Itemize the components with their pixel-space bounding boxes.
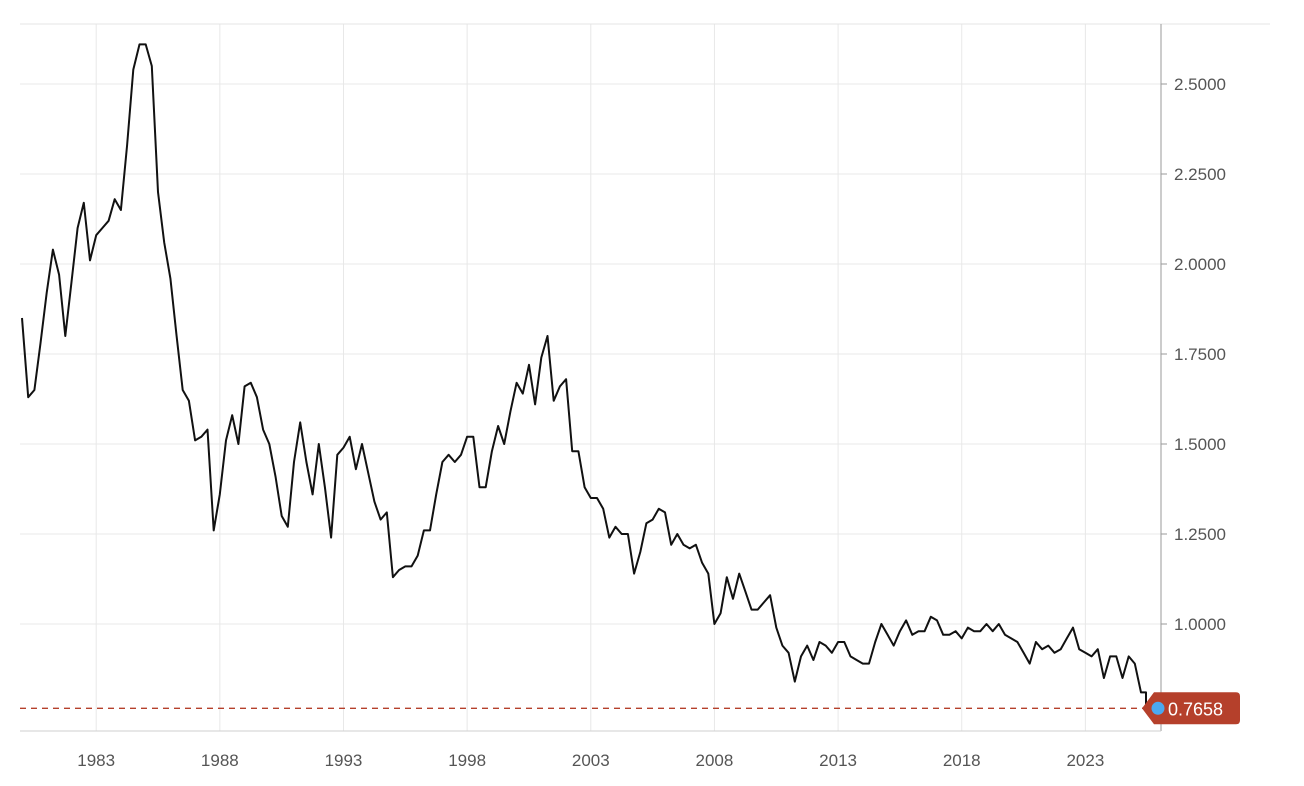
x-tick-label: 2003 <box>572 751 610 770</box>
y-tick-label: 1.0000 <box>1174 615 1226 634</box>
x-tick-label: 2013 <box>819 751 857 770</box>
last-value-dot <box>1151 701 1165 715</box>
horizontal-gridlines <box>20 83 1167 625</box>
x-tick-label: 2018 <box>943 751 981 770</box>
vertical-gridlines <box>95 24 1086 731</box>
y-tick-label: 2.0000 <box>1174 255 1226 274</box>
y-tick-label: 1.7500 <box>1174 345 1226 364</box>
y-tick-label: 1.5000 <box>1174 435 1226 454</box>
last-value-badge: 0.7658 <box>1142 692 1240 725</box>
x-tick-label: 2023 <box>1066 751 1104 770</box>
x-tick-label: 1993 <box>325 751 363 770</box>
x-tick-label: 1998 <box>448 751 486 770</box>
x-tick-label: 2008 <box>696 751 734 770</box>
last-value-label: 0.7658 <box>1168 699 1223 719</box>
y-tick-label: 2.2500 <box>1174 165 1226 184</box>
x-axis-tick-labels: 1983 1988 1993 1998 2003 2008 2013 2018 2023 <box>77 751 1104 770</box>
data-points <box>22 44 1146 696</box>
y-axis-tick-labels: 1.0000 1.2500 1.5000 1.7500 2.0000 2.2500 2.50… <box>1174 75 1226 634</box>
price-series-line <box>21 43 1147 707</box>
y-tick-label: 2.5000 <box>1174 75 1226 94</box>
y-tick-label: 1.2500 <box>1174 525 1226 544</box>
x-tick-label: 1983 <box>77 751 115 770</box>
last-value-badge-background <box>1142 692 1240 725</box>
x-tick-label: 1988 <box>201 751 239 770</box>
